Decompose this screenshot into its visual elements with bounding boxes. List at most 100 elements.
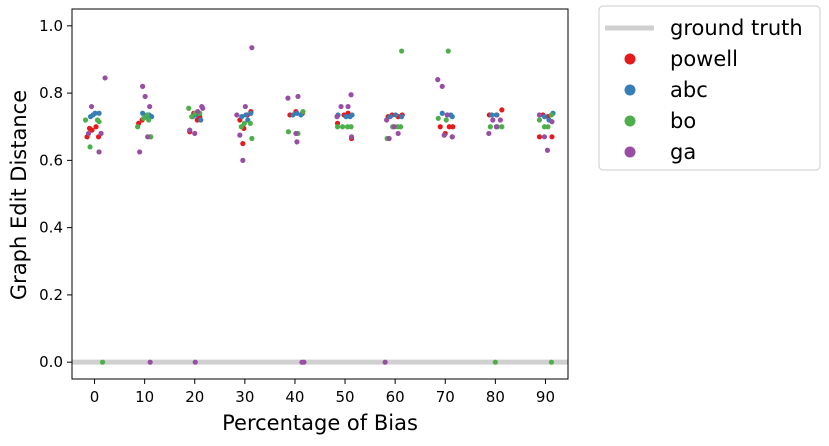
- series-abc: [87, 110, 556, 123]
- point-abc: [541, 114, 548, 120]
- point-bo: [241, 120, 247, 126]
- y-tick-label: 0.6: [39, 151, 63, 169]
- point-abc: [140, 110, 146, 116]
- point-ga: [334, 114, 340, 120]
- point-powell: [549, 134, 555, 140]
- point-powell: [499, 107, 505, 113]
- point-bo: [141, 115, 147, 121]
- point-abc: [290, 112, 296, 118]
- point-abc: [343, 114, 349, 120]
- point-bo: [399, 48, 405, 54]
- point-ga: [391, 124, 397, 130]
- point-ga: [234, 112, 240, 118]
- legend-label: powell: [670, 47, 738, 71]
- point-ga: [140, 83, 146, 89]
- point-bo: [348, 124, 354, 130]
- point-ga: [384, 117, 390, 123]
- legend: ground truth powell abc bo ga: [598, 5, 821, 171]
- point-ga: [348, 134, 355, 140]
- point-ga: [147, 103, 153, 110]
- x-axis-label: Percentage of Bias: [222, 411, 418, 435]
- point-abc: [96, 110, 102, 116]
- point-ga: [439, 83, 445, 89]
- point-ga: [536, 112, 543, 118]
- x-tick-label: 0: [90, 388, 100, 406]
- x-tick-label: 30: [235, 388, 254, 406]
- y-tick-label: 0.8: [39, 84, 63, 102]
- point-ga: [435, 77, 441, 83]
- point-powell: [437, 124, 443, 130]
- x-tick-label: 20: [185, 388, 204, 406]
- point-ga: [497, 117, 503, 123]
- point-bo: [499, 124, 505, 130]
- x-tick-label: 50: [336, 388, 355, 406]
- x-tick-label: 90: [536, 388, 555, 406]
- point-ga: [345, 103, 351, 110]
- point-ga: [237, 132, 243, 138]
- y-tick-label: 0.0: [39, 353, 63, 371]
- y-tick-label: 0.2: [39, 286, 63, 304]
- point-ga: [544, 147, 551, 153]
- point-bo: [445, 48, 451, 54]
- point-bo: [144, 112, 150, 118]
- legend-label: ground truth: [670, 16, 803, 40]
- point-ga: [195, 108, 201, 115]
- point-bo: [99, 359, 106, 365]
- point-abc: [294, 110, 300, 116]
- point-ga: [88, 103, 95, 110]
- point-bo: [285, 129, 292, 135]
- point-ga: [98, 130, 104, 137]
- point-bo: [443, 117, 449, 123]
- legend-swatch-abc: [624, 84, 636, 96]
- point-ga: [395, 130, 401, 137]
- point-abc: [489, 112, 495, 118]
- point-bo: [249, 135, 255, 142]
- x-tick-label: 70: [436, 388, 455, 406]
- point-ga: [192, 130, 198, 137]
- legend-swatch-bo: [624, 115, 636, 127]
- x-tick-label: 40: [285, 388, 304, 406]
- point-bo: [247, 120, 253, 126]
- point-powell: [93, 124, 99, 130]
- point-ga: [85, 130, 92, 137]
- point-powell: [86, 125, 93, 132]
- point-ga: [96, 149, 102, 155]
- legend-label: bo: [670, 109, 696, 133]
- point-ga: [348, 92, 354, 98]
- point-ga: [200, 105, 206, 111]
- point-bo: [87, 144, 93, 150]
- point-bo: [238, 124, 244, 130]
- point-powell: [536, 134, 543, 140]
- point-ga: [147, 359, 153, 365]
- point-ga: [444, 112, 450, 118]
- point-bo: [398, 124, 404, 130]
- point-abc: [393, 112, 399, 118]
- point-bo: [492, 359, 498, 365]
- point-ga: [386, 135, 392, 142]
- point-bo: [186, 105, 192, 111]
- point-abc: [347, 114, 353, 120]
- x-tick-label: 10: [135, 388, 154, 406]
- point-abc: [449, 114, 455, 120]
- y-tick-label: 1.0: [39, 17, 63, 35]
- legend-box: [598, 5, 821, 171]
- point-ga: [301, 359, 307, 365]
- point-ga: [192, 359, 198, 365]
- point-bo: [334, 124, 341, 130]
- point-ga: [145, 134, 151, 140]
- x-tick-label: 60: [386, 388, 405, 406]
- point-abc: [399, 114, 405, 120]
- point-bo: [300, 108, 306, 115]
- point-abc: [149, 114, 155, 120]
- point-bo: [487, 124, 493, 130]
- point-bo: [339, 124, 346, 130]
- point-ga: [441, 132, 447, 138]
- point-bo: [146, 117, 152, 123]
- series-ga: [85, 45, 555, 365]
- point-powell: [240, 140, 246, 147]
- legend-label: abc: [670, 78, 708, 102]
- point-ga: [382, 359, 388, 365]
- point-ga: [242, 103, 248, 110]
- point-bo: [536, 117, 543, 123]
